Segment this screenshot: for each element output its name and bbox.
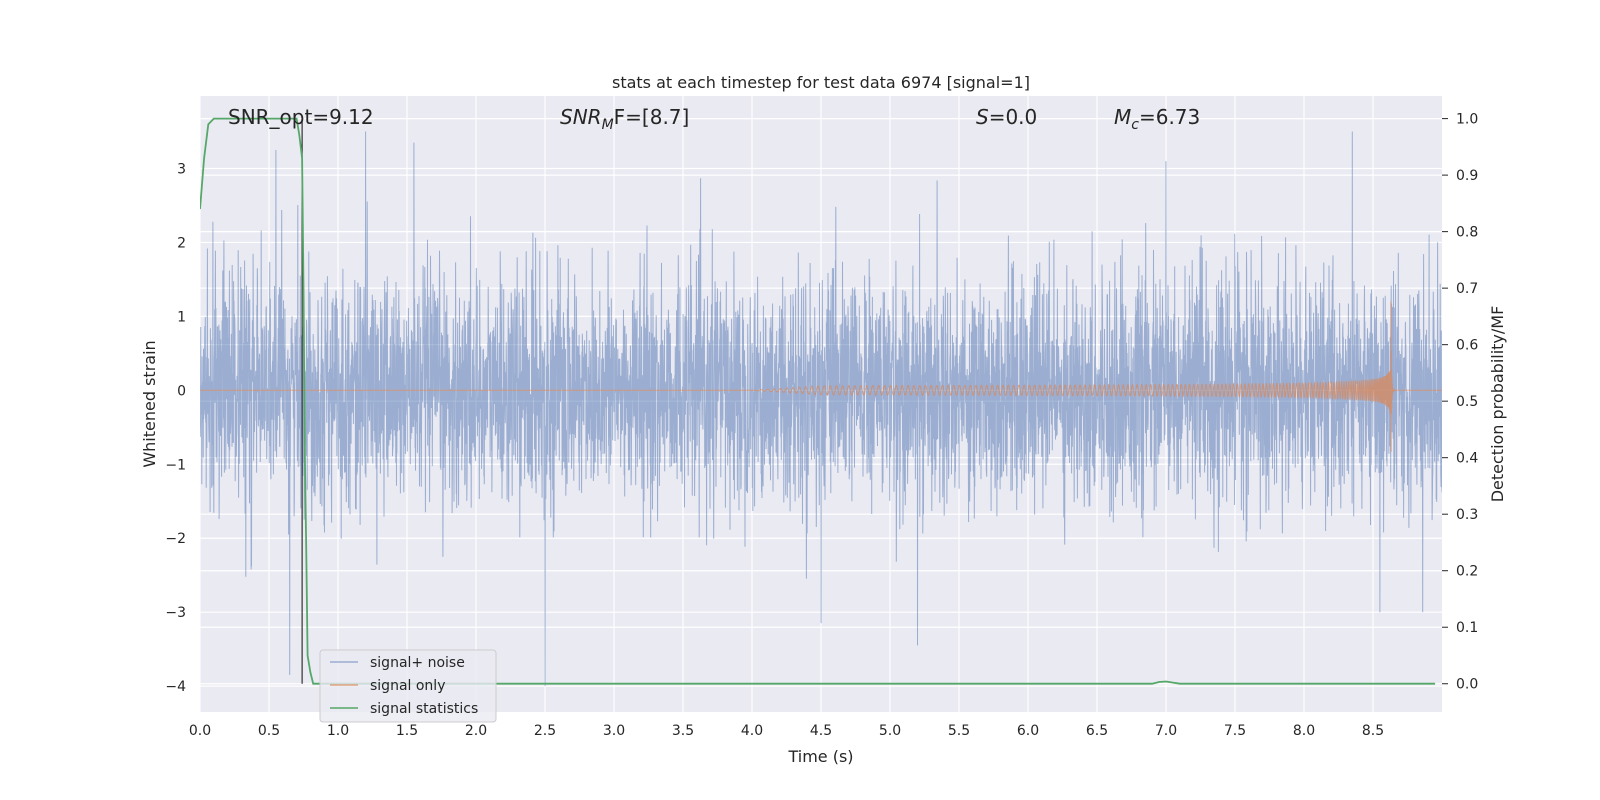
snr-mf-annotation: SNRMF=[8.7] (560, 105, 689, 133)
x-tick-label: 7.5 (1224, 723, 1246, 739)
axis-ticks: 0.0 0.5 1.0 1.5 2.0 2.5 3.0 3.5 4.0 4.5 5.0 5.5 6.0 6… (165, 112, 1478, 739)
x-tick-label: 0.0 (189, 723, 211, 739)
x-tick-label: 3.5 (672, 723, 694, 739)
s-symbol: S (976, 105, 989, 129)
x-tick-label: 3.0 (603, 723, 625, 739)
y2-tick-label: 1.0 (1456, 112, 1478, 128)
y2-tick-label: 0.7 (1456, 281, 1478, 297)
legend-label-signal-noise: signal+ noise (370, 655, 465, 671)
x-tick-label: 5.0 (879, 723, 901, 739)
x-tick-label: 4.0 (741, 723, 763, 739)
mc-value: =6.73 (1139, 105, 1200, 129)
x-tick-label: 0.5 (258, 723, 280, 739)
legend-label-signal-statistics: signal statistics (370, 701, 478, 717)
snr-mf-subscript: M (602, 117, 614, 133)
legend-label-signal-only: signal only (370, 678, 445, 694)
mc-symbol: M (1114, 105, 1131, 129)
chart-title: stats at each timestep for test data 697… (612, 73, 1030, 92)
series-signal-statistics-line (200, 117, 1436, 685)
x-tick-label: 1.5 (396, 723, 418, 739)
y2-tick-label: 0.8 (1456, 225, 1478, 241)
y2-tick-label: 0.3 (1456, 507, 1478, 523)
y-tick-label: 2 (177, 235, 186, 251)
y-tick-label: 1 (177, 309, 186, 325)
x-axis-label: Time (s) (787, 747, 853, 766)
y2-tick-label: 0.1 (1456, 620, 1478, 636)
x-tick-label: 8.5 (1362, 723, 1384, 739)
y-tick-label: −3 (165, 605, 186, 621)
s-annotation: S=0.0 (976, 105, 1037, 129)
y2-tick-label: 0.9 (1456, 168, 1478, 184)
x-tick-label: 1.0 (327, 723, 349, 739)
s-value: =0.0 (989, 105, 1038, 129)
series-signal-noise-line (200, 131, 1442, 687)
y-tick-label: 3 (177, 161, 186, 177)
y2-tick-label: 0.4 (1456, 451, 1478, 467)
snr-mf-symbol: SNR (560, 105, 602, 129)
x-tick-label: 2.5 (534, 723, 556, 739)
y2-tick-label: 0.5 (1456, 394, 1478, 410)
x-tick-label: 2.0 (465, 723, 487, 739)
y-tick-label: 0 (177, 383, 186, 399)
x-tick-label: 4.5 (810, 723, 832, 739)
snr-opt-annotation: SNR_opt=9.12 (228, 105, 374, 129)
plot-series-layer (200, 116, 1442, 687)
series-signal-only-line (200, 301, 1442, 452)
x-tick-label: 8.0 (1293, 723, 1315, 739)
y-tick-label: −1 (165, 457, 186, 473)
x-tick-label: 6.0 (1017, 723, 1039, 739)
x-tick-label: 6.5 (1086, 723, 1108, 739)
legend-box (319, 649, 497, 723)
y2-tick-label: 0.6 (1456, 338, 1478, 354)
y-tick-label: −4 (165, 679, 186, 695)
mc-annotation: Mc=6.73 (1114, 105, 1200, 133)
mc-subscript: c (1131, 117, 1139, 133)
y2-tick-label: 0.0 (1456, 677, 1478, 693)
x-tick-label: 5.5 (948, 723, 970, 739)
y-axis-label: Whitened strain (140, 340, 159, 467)
y2-tick-label: 0.2 (1456, 564, 1478, 580)
y-tick-label: −2 (165, 531, 186, 547)
snr-mf-value: F=[8.7] (614, 105, 690, 129)
y2-axis-label: Detection probability/MF (1488, 306, 1507, 503)
x-tick-label: 7.0 (1155, 723, 1177, 739)
legend: signal+ noise signal only signal statist… (319, 649, 497, 723)
